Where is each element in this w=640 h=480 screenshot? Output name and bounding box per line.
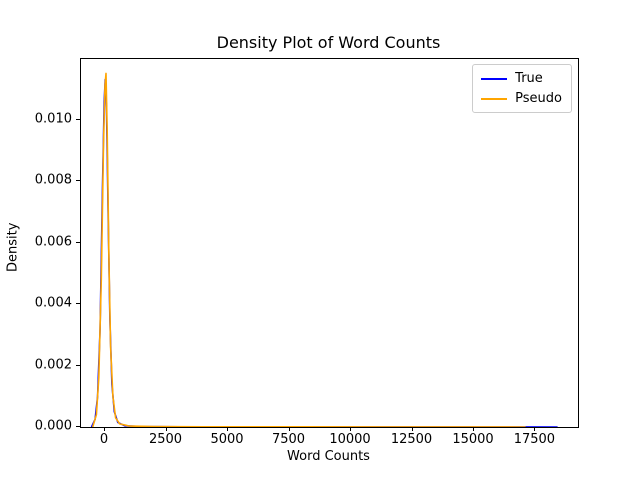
x-tick-mark [350,427,351,431]
y-tick-mark [76,303,80,304]
x-tick-label: 10000 [329,432,371,447]
x-tick-mark [411,427,413,431]
y-tick-mark [76,426,80,427]
x-tick-label: 12500 [390,432,433,447]
legend-label-pseudo: Pseudo [515,91,562,106]
x-tick-label: 0 [99,432,109,447]
series-line-true [90,78,558,427]
x-tick-label: 17500 [513,432,556,447]
x-tick-label: 2500 [148,432,183,447]
series-line-pseudo [91,72,526,427]
y-tick-label: 0.006 [34,234,72,249]
y-tick-label: 0.008 [34,172,72,188]
y-tick-mark [76,241,80,243]
x-tick-mark [288,427,290,431]
legend-label-true: True [515,71,543,86]
density-curves-svg [90,72,558,427]
x-tick-mark [534,427,536,431]
legend-line-true [481,77,508,80]
x-tick-mark [104,427,105,431]
y-tick-label: 0.000 [34,418,72,434]
y-tick-mark [76,180,80,182]
plot-area: True Pseudo [80,58,579,428]
x-axis-label: Word Counts [287,449,370,464]
x-tick-mark [165,427,167,431]
y-tick-label: 0.010 [34,111,72,127]
legend: True Pseudo [472,64,572,113]
y-tick-label: 0.002 [34,357,72,372]
legend-entry-true: True [481,71,562,86]
legend-entry-pseudo: Pseudo [481,91,562,106]
y-tick-mark [76,118,80,120]
x-tick-mark [473,427,474,431]
chart-title: Density Plot of Word Counts [216,33,441,52]
y-tick-mark [76,364,80,366]
legend-line-pseudo [481,97,508,100]
x-tick-label: 15000 [452,432,494,447]
x-tick-label: 5000 [210,432,244,447]
x-tick-mark [227,427,228,431]
y-tick-label: 0.004 [34,295,72,311]
x-tick-label: 7500 [271,432,306,447]
